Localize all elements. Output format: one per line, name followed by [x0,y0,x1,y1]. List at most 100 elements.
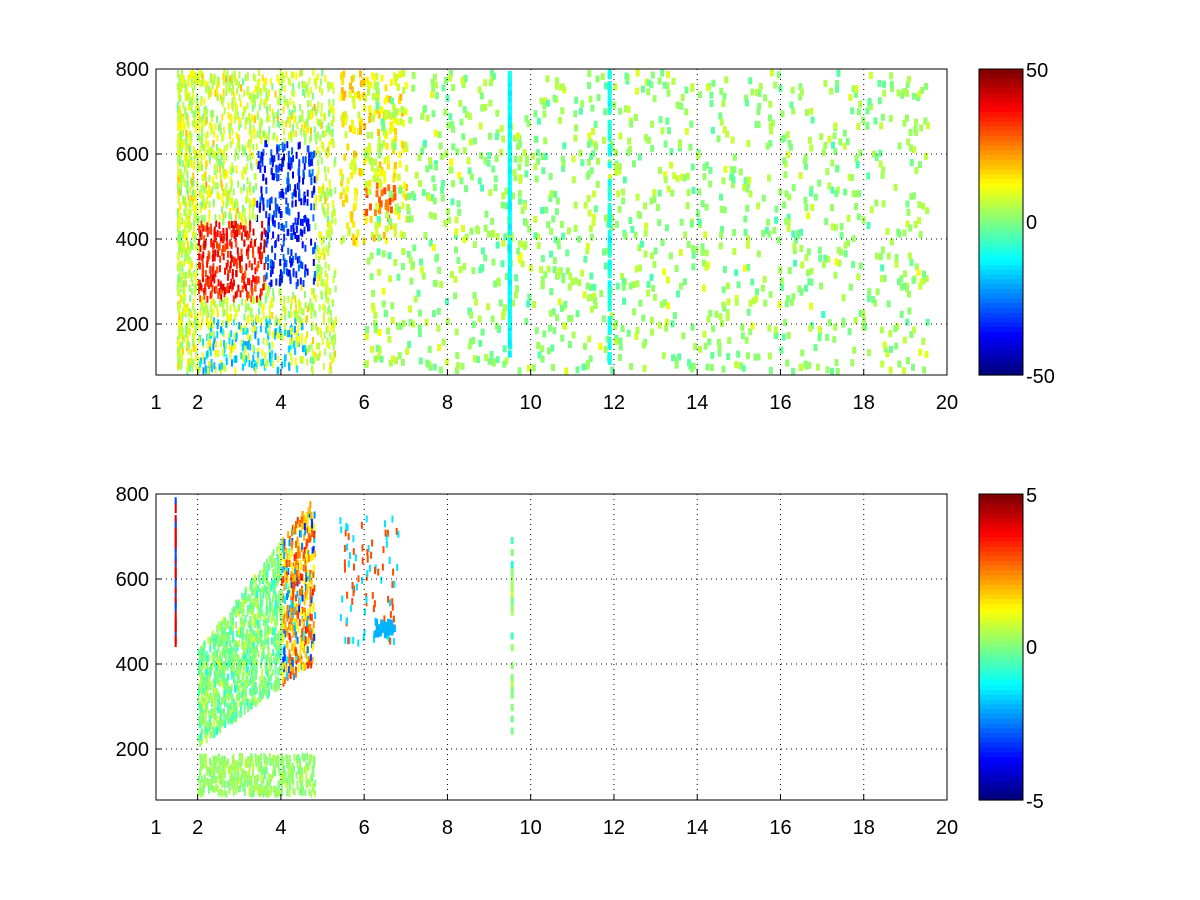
heatmap-cell [312,247,315,255]
heatmap-cell [332,204,335,212]
heatmap-cell [240,710,243,718]
heatmap-cell [346,222,349,230]
heatmap-cell [807,361,812,369]
heatmap-cell [392,223,397,231]
heatmap-cell [818,254,823,262]
heatmap-cell [222,228,225,235]
heatmap-cell [272,133,275,141]
heatmap-cell [234,291,237,299]
heatmap-cell [221,161,224,169]
heatmap-cell [211,254,214,262]
heatmap-cell [469,227,474,235]
heatmap-cell [753,353,758,361]
heatmap-cell [222,235,225,243]
heatmap-cell [646,289,651,297]
heatmap-cell [736,281,741,289]
heatmap-cell [213,168,216,175]
heatmap-cell [299,228,302,236]
heatmap-cell [200,184,203,192]
colorbar-segment [979,250,1023,257]
colorbar-segment [979,293,1023,300]
heatmap-cell [886,300,891,308]
heatmap-cell [296,339,299,347]
heatmap-cell [306,331,309,339]
heatmap-cell [189,135,191,143]
heatmap-cell [616,190,621,198]
heatmap-cell [183,208,186,216]
heatmap-cell [242,148,245,156]
heatmap-cell [423,105,428,113]
heatmap-cell [370,114,374,122]
heatmap-cell [631,281,636,289]
heatmap-cell [182,279,185,287]
colorbar-segment [979,69,1023,75]
heatmap-cell [225,183,228,191]
heatmap-cell [254,276,257,284]
heatmap-cell [219,726,222,734]
heatmap-cell [377,346,382,354]
heatmap-cell [202,307,205,315]
heatmap-cell [297,182,300,190]
heatmap-cell [209,223,212,231]
heatmap-cell [495,356,500,364]
heatmap-cell [663,140,668,148]
heatmap-cell [234,669,237,677]
heatmap-cell [190,159,193,167]
heatmap-cell [459,118,464,126]
heatmap-cell [177,304,180,312]
heatmap-cell [247,277,250,285]
heatmap-cell [430,78,435,86]
heatmap-cell [298,175,301,183]
heatmap-cell [278,288,281,296]
heatmap-cell [218,159,221,167]
heatmap-cell [197,649,200,657]
x-tick-label: 8 [442,392,453,414]
heatmap-cell [428,157,433,165]
heatmap-cell [206,222,209,230]
heatmap-cell [689,220,694,228]
heatmap-cell [755,88,759,96]
heatmap-cell [446,121,451,129]
heatmap-cell [194,78,197,86]
heatmap-cell [294,317,297,325]
heatmap-cell [388,218,393,226]
heatmap-cell [303,121,306,129]
heatmap-cell [281,188,284,196]
heatmap-cell [318,255,321,263]
heatmap-cell [264,230,267,238]
heatmap-cell [219,282,222,290]
heatmap-cell [306,82,309,90]
heatmap-cell [312,545,315,553]
heatmap-cell [193,218,196,226]
heatmap-cell [266,558,269,566]
heatmap-cell [541,167,546,175]
heatmap-cell [194,210,197,218]
heatmap-cell [206,319,209,327]
heatmap-cell [691,245,695,252]
heatmap-cell [216,304,219,312]
heatmap-cell [249,241,252,248]
heatmap-cell [283,99,286,107]
heatmap-cell [350,86,354,94]
heatmap-cell [262,203,265,211]
heatmap-cell [185,307,188,315]
heatmap-cell [194,324,197,332]
heatmap-cell [768,122,773,130]
heatmap-cell [432,212,437,220]
heatmap-cell [333,270,336,278]
heatmap-cell [305,119,308,127]
heatmap-cell [483,79,488,87]
heatmap-cell [328,109,331,117]
heatmap-cell [387,335,392,343]
heatmap-cell [854,155,859,162]
heatmap-cell [329,82,332,89]
heatmap-cell [182,101,185,109]
heatmap-cell [617,354,622,361]
heatmap-cell [449,271,454,279]
heatmap-cell [177,192,180,200]
heatmap-cell [236,290,239,297]
heatmap-cell [649,328,654,336]
heatmap-cell [181,354,184,362]
heatmap-cell [231,608,234,616]
heatmap-cell [223,345,226,353]
